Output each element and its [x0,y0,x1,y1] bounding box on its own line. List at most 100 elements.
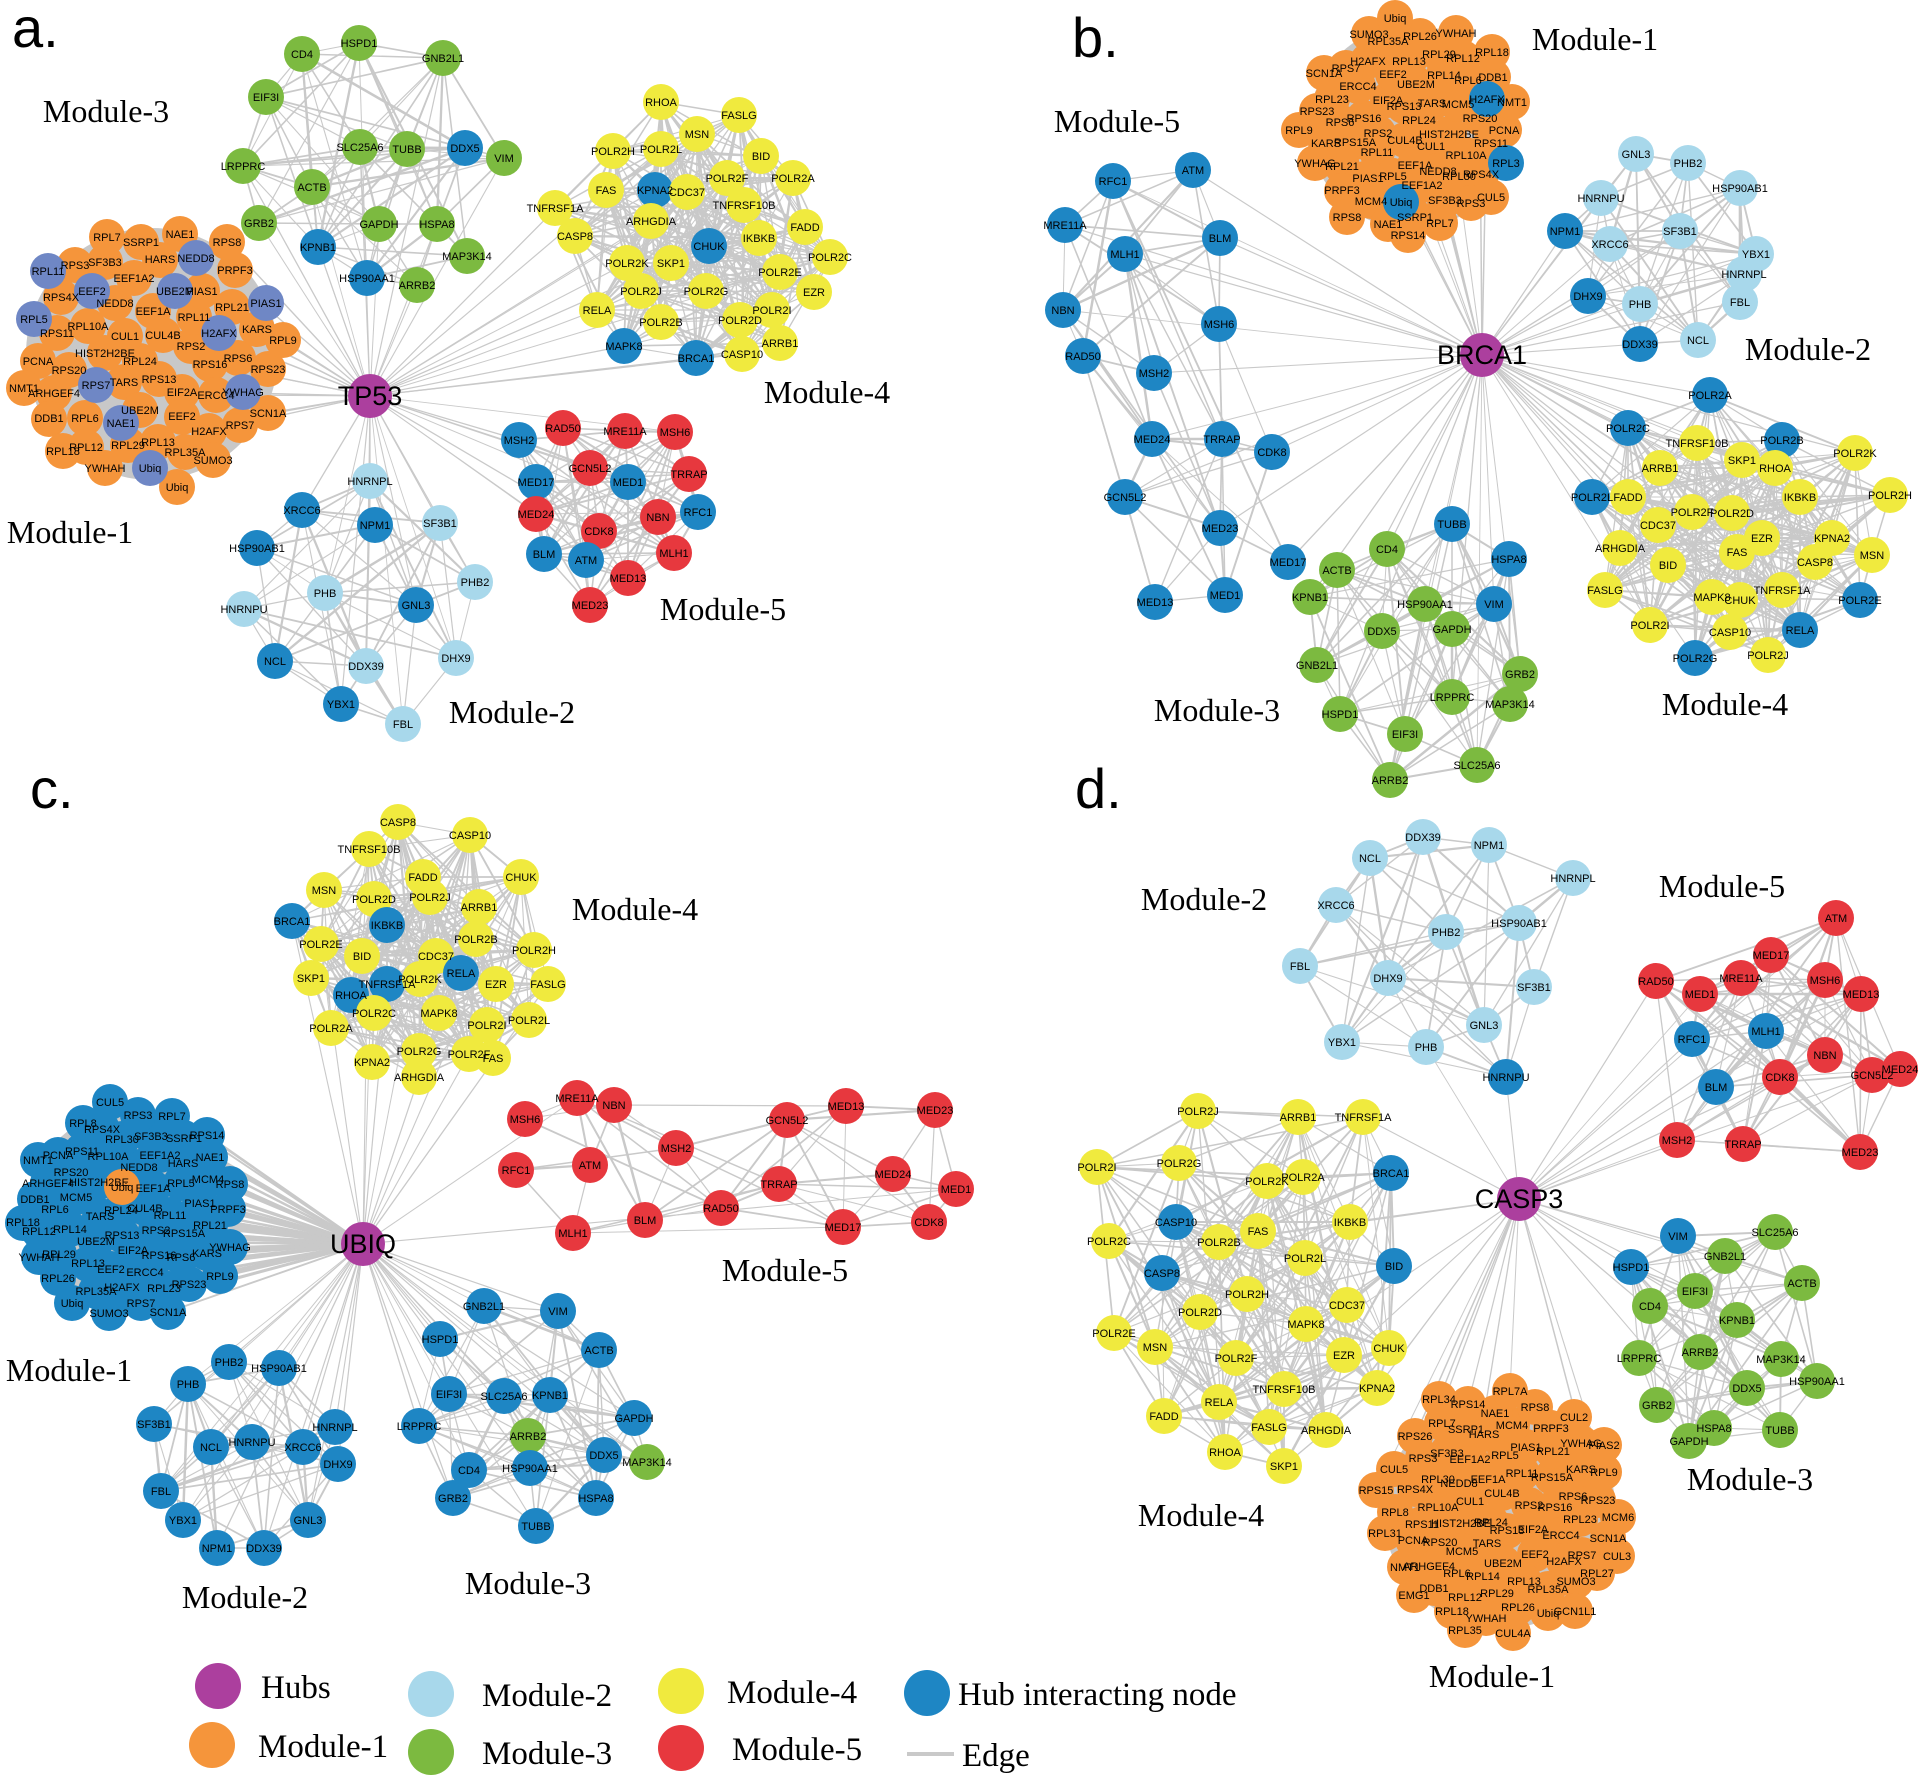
svg-text:YWHAG: YWHAG [222,387,264,399]
svg-text:Module-1: Module-1 [6,1352,132,1388]
svg-text:YWHAH: YWHAH [1466,1613,1507,1625]
svg-text:POLR2J: POLR2J [409,892,451,904]
svg-text:RPS2: RPS2 [177,341,206,353]
svg-text:RPL24: RPL24 [104,1205,138,1217]
svg-text:NEDD8: NEDD8 [1419,166,1456,178]
svg-text:POLR2L: POLR2L [1571,492,1613,504]
svg-text:HSP90AB1: HSP90AB1 [229,543,285,555]
svg-text:Ubiq: Ubiq [1537,1608,1560,1620]
svg-text:RPL21: RPL21 [1325,161,1359,173]
svg-text:Module-3: Module-3 [1154,692,1280,728]
svg-text:KPNA2: KPNA2 [1814,533,1850,545]
svg-text:MAP3K14: MAP3K14 [1485,699,1535,711]
svg-text:RPL13: RPL13 [1507,1576,1541,1588]
svg-text:CUL1: CUL1 [1417,141,1445,153]
svg-text:RPL11: RPL11 [154,1210,187,1222]
svg-text:RFC1: RFC1 [502,1165,531,1177]
svg-text:H2AFX: H2AFX [1546,1556,1582,1568]
svg-text:UBE2M: UBE2M [1484,1558,1522,1570]
svg-text:NEDD8: NEDD8 [96,298,133,310]
svg-text:RPL23: RPL23 [1315,94,1349,106]
svg-text:EZR: EZR [1751,533,1773,545]
svg-text:KPNB1: KPNB1 [1292,592,1328,604]
svg-text:Ubiq: Ubiq [139,463,162,475]
svg-text:CASP8: CASP8 [1797,557,1833,569]
svg-text:NCL: NCL [264,656,286,668]
svg-text:PIAS1: PIAS1 [1510,1442,1541,1454]
svg-text:UBIQ: UBIQ [330,1229,396,1259]
svg-text:MCM4: MCM4 [1496,1420,1528,1432]
svg-text:RPL5: RPL5 [1491,1450,1519,1462]
svg-text:FADD: FADD [408,872,437,884]
svg-text:ERCC4: ERCC4 [1339,81,1376,93]
svg-text:BRCA1: BRCA1 [1373,1168,1410,1180]
svg-text:MLH1: MLH1 [1751,1026,1780,1038]
svg-text:H2AFX: H2AFX [104,1282,140,1294]
svg-text:TARS: TARS [1418,98,1447,110]
svg-text:Module-3: Module-3 [482,1736,612,1772]
svg-text:BLM: BLM [1209,233,1232,245]
svg-text:RPS16: RPS16 [1347,113,1382,125]
svg-text:RPS13: RPS13 [105,1230,140,1242]
svg-text:DDX39: DDX39 [348,661,383,673]
svg-text:PHB: PHB [177,1379,200,1391]
svg-text:RPS14: RPS14 [190,1130,225,1142]
svg-text:RPS7: RPS7 [1332,63,1361,75]
svg-text:PIAS1: PIAS1 [1352,173,1383,185]
svg-text:RPL13: RPL13 [1392,56,1426,68]
svg-text:TNFRSF10B: TNFRSF10B [1253,1384,1316,1396]
svg-text:RPL30: RPL30 [1421,1474,1455,1486]
svg-text:FBL: FBL [1290,961,1310,973]
svg-text:Module-4: Module-4 [572,891,698,927]
svg-text:HNRNPU: HNRNPU [228,1437,275,1449]
svg-text:POLR2I: POLR2I [752,305,791,317]
svg-text:CDK8: CDK8 [1765,1072,1794,1084]
svg-text:DHX9: DHX9 [441,653,470,665]
svg-text:RPL35A: RPL35A [1528,1584,1570,1596]
svg-text:EIF3I: EIF3I [1392,729,1418,741]
svg-text:DDX5: DDX5 [450,143,479,155]
svg-text:RPL12: RPL12 [1446,53,1480,65]
svg-text:RPL35A: RPL35A [1368,36,1410,48]
svg-text:TRRAP: TRRAP [670,469,707,481]
svg-text:RFC1: RFC1 [1678,1034,1707,1046]
svg-text:POLR2J: POLR2J [1177,1106,1219,1118]
svg-text:POLR2B: POLR2B [454,934,497,946]
svg-text:SF3B3: SF3B3 [134,1131,168,1143]
svg-text:H2AFX: H2AFX [191,426,227,438]
svg-text:EEF1A: EEF1A [1471,1474,1507,1486]
svg-text:NCL: NCL [200,1442,222,1454]
svg-text:RPL13: RPL13 [141,437,175,449]
svg-text:CDC37: CDC37 [1329,1300,1365,1312]
svg-text:MSN: MSN [685,129,710,141]
svg-text:RPL6: RPL6 [41,1204,69,1216]
svg-text:KPNA2: KPNA2 [637,185,673,197]
svg-text:RPS4X: RPS4X [1397,1484,1434,1496]
svg-text:CUL5: CUL5 [1477,192,1505,204]
svg-text:NAE1: NAE1 [196,1152,225,1164]
svg-text:DDB1: DDB1 [34,413,63,425]
svg-text:SUMO3: SUMO3 [89,1308,128,1320]
svg-text:DHX9: DHX9 [1373,973,1402,985]
svg-text:RPL11: RPL11 [178,312,211,324]
svg-text:MED17: MED17 [1270,557,1307,569]
svg-text:RPS3: RPS3 [1409,1453,1438,1465]
svg-text:MED1: MED1 [1685,989,1716,1001]
svg-text:FASLG: FASLG [530,979,565,991]
svg-text:HNRNPL: HNRNPL [1550,873,1595,885]
svg-text:POLR2J: POLR2J [1747,650,1789,662]
svg-text:POLR2H: POLR2H [512,945,556,957]
svg-text:MRE11A: MRE11A [1043,220,1087,232]
svg-text:MED24: MED24 [518,509,555,521]
svg-text:SLC25A6: SLC25A6 [480,1391,527,1403]
svg-text:MED24: MED24 [875,1169,912,1181]
svg-text:Module-5: Module-5 [1659,868,1785,904]
svg-text:RHOA: RHOA [1209,1447,1241,1459]
svg-text:PRPF3: PRPF3 [1324,185,1359,197]
svg-text:EEF1A: EEF1A [1398,160,1434,172]
svg-text:RPL29: RPL29 [1422,49,1456,61]
svg-text:RPL9: RPL9 [1285,125,1313,137]
svg-text:CUL5: CUL5 [1380,1464,1408,1476]
svg-text:TP53: TP53 [338,381,403,411]
svg-text:NMT1: NMT1 [1497,97,1527,109]
